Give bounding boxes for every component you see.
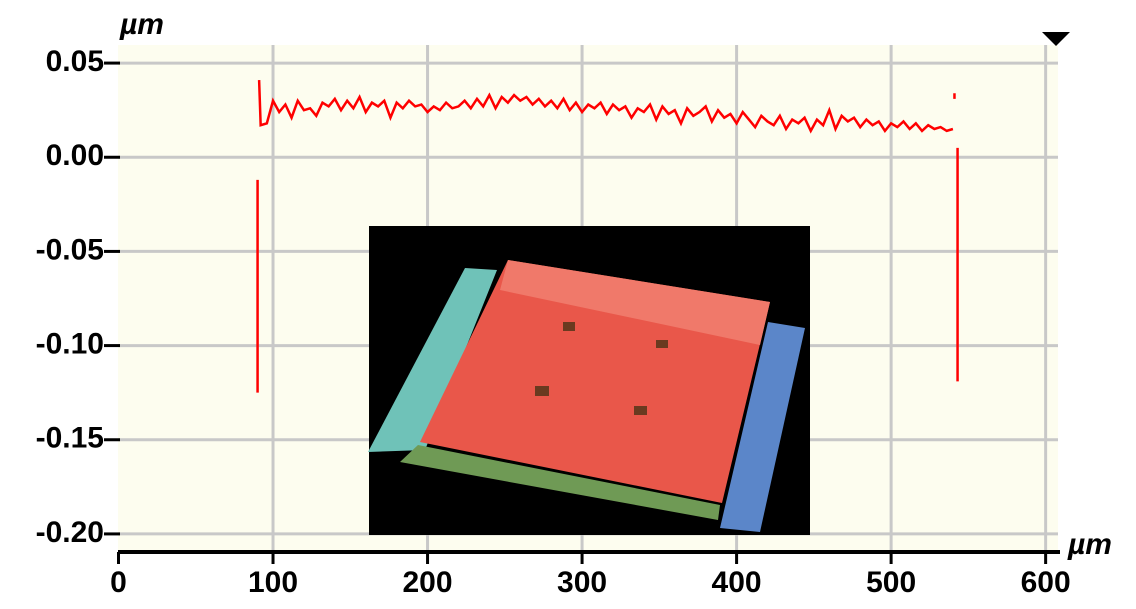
x-tick-label: 600 [1021, 566, 1071, 599]
x-tick-label: 400 [712, 566, 762, 599]
x-tick-label: 100 [248, 566, 298, 599]
inset-image [368, 226, 810, 535]
y-axis-unit: µm [119, 8, 164, 41]
y-tick-label: -0.20 [36, 516, 104, 549]
y-tick-label: -0.15 [36, 422, 104, 455]
y-tick-label: -0.05 [36, 233, 104, 266]
x-tick-label: 300 [557, 566, 607, 599]
page: {"chart_data":{"type":"line","ylabel":"µ… [0, 0, 1136, 609]
y-tick-label: 0.05 [46, 45, 104, 78]
x-axis-unit: µm [1067, 528, 1112, 561]
x-tick-label: 500 [866, 566, 916, 599]
y-tick-label: -0.10 [36, 328, 104, 361]
chart: µm µm 0.05 0.00 -0.05 -0.10 -0.15 -0.200 100 20… [0, 0, 1136, 609]
x-tick-label: 0 [110, 566, 127, 599]
y-tick-label: 0.00 [46, 139, 104, 172]
menu-arrow[interactable] [1042, 32, 1070, 46]
x-tick-label: 200 [403, 566, 453, 599]
